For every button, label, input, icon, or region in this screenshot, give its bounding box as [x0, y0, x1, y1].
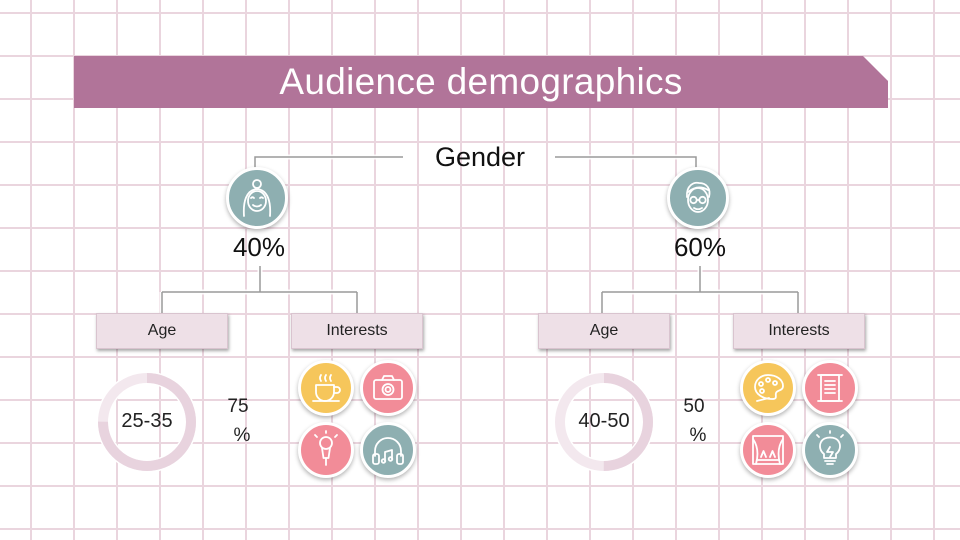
male-avatar-icon [667, 167, 729, 229]
female-interests-box: Interests [291, 313, 423, 349]
page-title: Audience demographics [279, 61, 683, 102]
male-age-ring: 40-50 [553, 371, 655, 473]
female-age-ring: 25-35 [96, 371, 198, 473]
female-age-share-number: 75 [227, 396, 249, 417]
male-age-share-number: 50 [683, 396, 705, 417]
lightbulb-icon [802, 422, 858, 478]
male-age-share-unit: % [689, 425, 707, 446]
male-age-box: Age [538, 313, 670, 349]
male-interests-box: Interests [733, 313, 865, 349]
male-age-range: 40-50 [578, 410, 630, 432]
headphones-icon [360, 422, 416, 478]
female-percent: 40% [232, 232, 286, 262]
title-banner: Audience demographics [74, 56, 888, 108]
gender-label: Gender [434, 142, 526, 172]
microphone-icon [298, 422, 354, 478]
scroll-icon [802, 360, 858, 416]
male-percent: 60% [673, 232, 727, 262]
female-age-range: 25-35 [121, 410, 173, 432]
female-age-ring-fill [98, 373, 196, 471]
paint-palette-icon [740, 360, 796, 416]
coffee-cup-icon [298, 360, 354, 416]
female-age-share-unit: % [233, 425, 251, 446]
male-age-ring-fill [555, 373, 653, 471]
theater-stage-icon [740, 422, 796, 478]
female-age-box: Age [96, 313, 228, 349]
female-avatar-icon [226, 167, 288, 229]
camera-icon [360, 360, 416, 416]
